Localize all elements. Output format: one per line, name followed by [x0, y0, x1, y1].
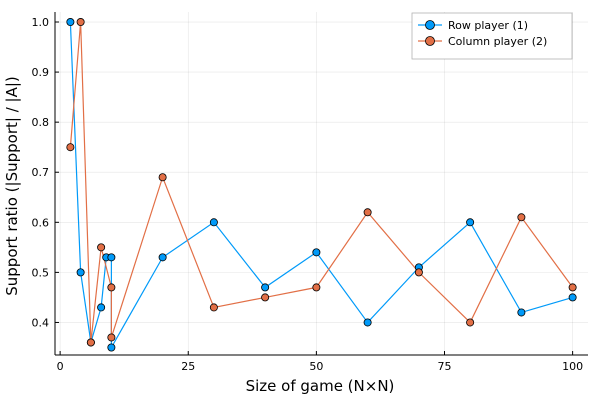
data-point: [66, 143, 75, 152]
data-point: [466, 318, 475, 327]
x-tick-label: 75: [438, 360, 452, 373]
x-tick-label: 0: [57, 360, 64, 373]
data-point: [261, 293, 270, 302]
x-tick-label: 100: [562, 360, 583, 373]
x-tick-label: 25: [181, 360, 195, 373]
data-point: [107, 253, 116, 262]
y-tick-label: 0.7: [32, 166, 50, 179]
series-line-2: [69, 21, 574, 343]
y-axis-label: Support ratio (|Support| / |A|): [3, 76, 21, 296]
data-point: [86, 338, 95, 347]
legend-marker: [425, 20, 435, 30]
data-point: [414, 268, 423, 277]
data-point: [517, 213, 526, 222]
y-tick-labels: 0.4 0.5 0.6 0.7 0.8 0.9 1.0: [32, 16, 50, 329]
data-point: [466, 218, 475, 227]
legend-label: Row player (1): [448, 19, 528, 32]
data-point: [517, 308, 526, 317]
y-tick-label: 0.6: [32, 216, 50, 229]
data-point: [158, 253, 167, 262]
x-tick-label: 50: [309, 360, 323, 373]
data-point: [312, 283, 321, 292]
data-point: [363, 318, 372, 327]
y-tick-label: 0.4: [32, 316, 50, 329]
data-point: [97, 243, 106, 252]
data-point: [66, 18, 75, 27]
grid: [55, 12, 588, 355]
x-tick-labels: 0 25 50 75 100: [57, 360, 584, 373]
y-tick-label: 1.0: [32, 16, 50, 29]
legend: Row player (1) Column player (2): [411, 12, 573, 60]
x-axis-label: Size of game (N×N): [246, 377, 395, 395]
series-line-1: [69, 21, 573, 350]
data-point: [107, 283, 116, 292]
y-tick-label: 0.5: [32, 266, 50, 279]
data-point: [363, 208, 372, 217]
data-point: [107, 333, 116, 342]
data-point: [76, 268, 85, 277]
data-point: [107, 343, 116, 352]
y-tick-label: 0.8: [32, 116, 50, 129]
axes: [54, 12, 588, 356]
data-point: [568, 293, 577, 302]
legend-marker: [425, 36, 435, 46]
series-lines: [69, 21, 574, 350]
data-point: [312, 248, 321, 257]
series-markers: [66, 18, 577, 352]
y-tick-label: 0.9: [32, 66, 50, 79]
data-point: [568, 283, 577, 292]
data-point: [76, 18, 85, 27]
data-point: [97, 303, 106, 312]
data-point: [209, 218, 218, 227]
legend-label: Column player (2): [448, 35, 547, 48]
data-point: [261, 283, 270, 292]
legend-box: [411, 12, 573, 60]
data-point: [209, 303, 218, 312]
data-point: [158, 173, 167, 182]
